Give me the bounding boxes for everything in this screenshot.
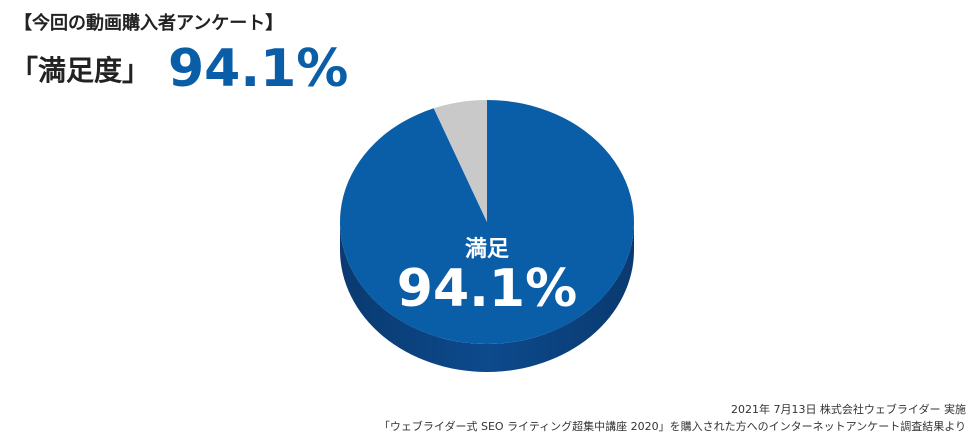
note: 2021年 7月13日 株式会社ウェブライダー 実施: [731, 402, 966, 416]
chart-title: 【今回の動画購入者アンケート】: [14, 12, 283, 34]
pie-side: [340, 222, 634, 372]
subtitle: 「満足度」: [10, 54, 150, 87]
slice-label: 満足: [465, 236, 509, 262]
note: 「ウェブライダー式 SEO ライティング超集中講座 2020」を購入された方への…: [379, 419, 966, 433]
pie-slice: [433, 100, 487, 222]
value-label: 94.1%: [397, 259, 577, 319]
headline-value: 94.1%: [168, 39, 348, 99]
